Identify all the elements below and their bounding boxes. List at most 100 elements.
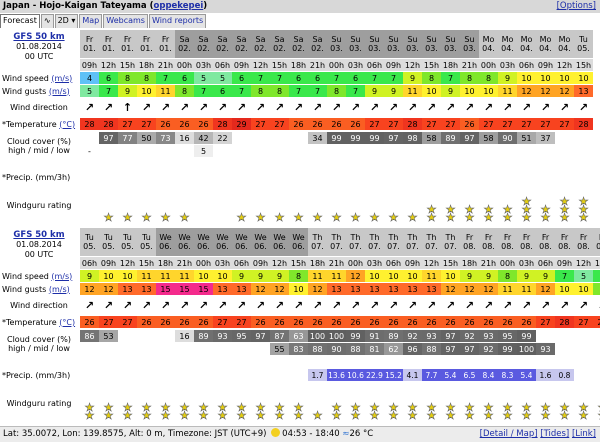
hour-cell: 06h: [365, 59, 384, 71]
hour-cell: 15h: [574, 59, 593, 71]
hour-cell: 00h: [175, 59, 194, 71]
wind-speed-cell: 11: [156, 270, 175, 282]
wind-direction-arrow-icon: ↗: [464, 100, 475, 114]
day-header: Th 07.: [384, 228, 403, 256]
precip-cell: [536, 171, 555, 183]
gust-unit-link[interactable]: (m/s): [48, 284, 70, 294]
rating-star-icon: ★: [388, 401, 399, 414]
link-link[interactable]: [Link]: [571, 429, 596, 439]
day-date: 08.: [463, 242, 476, 251]
cloud-high-cell: [555, 132, 574, 144]
rating-star-icon: ★: [331, 211, 342, 224]
wind-speed-cell: 6: [289, 72, 308, 84]
precip-cell: [99, 369, 118, 381]
day-header: Th 07.: [441, 228, 460, 256]
detail-map-link[interactable]: [Detail / Map]: [479, 429, 538, 439]
rating-star-icon: ★: [578, 195, 589, 208]
cloud-high-cell: 92: [460, 330, 479, 342]
wind-gust-cell: 15: [194, 283, 213, 295]
owner-link[interactable]: oppekepei: [153, 1, 204, 11]
wind-direction-arrow-icon: ↗: [407, 298, 418, 312]
model-link[interactable]: GFS 50 km: [13, 32, 65, 42]
day-name: Fr: [123, 35, 132, 44]
day-date: 05.: [121, 242, 134, 251]
day-name: Fr: [503, 233, 512, 242]
rating-cell: ★★: [479, 185, 498, 225]
tab-graph[interactable]: ∿: [40, 14, 54, 28]
wind-gust-cell: 12: [517, 85, 536, 97]
day-name: Th: [407, 233, 418, 242]
rating-star-icon: ★: [426, 203, 437, 216]
cloud-mid-cell: [479, 145, 498, 157]
temperature-cell: 26: [327, 316, 346, 328]
tab-webcams[interactable]: Webcams: [103, 14, 148, 28]
hour-cell: 00h: [346, 257, 365, 269]
cloud-mid-cell: [118, 145, 137, 157]
cloud-high-cell: 58: [479, 132, 498, 144]
rating-star-icon: ★: [597, 410, 600, 422]
gust-unit-link[interactable]: (m/s): [48, 86, 70, 96]
wind-direction-arrow-icon: ↗: [559, 100, 570, 114]
temperature-cell: 26: [156, 118, 175, 130]
rating-star-icon: ★: [122, 401, 133, 414]
rating-cell: ★★: [327, 383, 346, 423]
rating-star-icon: ★: [464, 211, 475, 224]
rating-star-icon: ★: [141, 211, 152, 224]
wind-speed-cell: 8: [118, 72, 137, 84]
cloud-high-cell: 50: [137, 132, 156, 144]
options-link[interactable]: [Options]: [556, 1, 596, 11]
wind-gust-cell: 10: [555, 283, 574, 295]
wind-direction-arrow-icon: ↗: [350, 100, 361, 114]
rating-star-icon: ★: [521, 211, 532, 224]
wind-direction-arrow-icon: ↗: [407, 100, 418, 114]
temperature-cell: 26: [498, 316, 517, 328]
speed-unit-link[interactable]: (m/s): [51, 271, 73, 281]
tab-forecast[interactable]: Forecast: [0, 14, 40, 28]
day-date: 03.: [368, 44, 381, 53]
sun-icon: [271, 428, 281, 437]
cloud-low-cell: [251, 158, 270, 170]
temperature-cell: 26: [327, 118, 346, 130]
wind-gust-cell: 13: [327, 283, 346, 295]
temp-unit-link[interactable]: (°C): [59, 119, 76, 129]
tides-link[interactable]: [Tides]: [540, 429, 570, 439]
run-date: 01.08.2014: [16, 42, 62, 51]
cloud-mid-cell: [99, 343, 118, 355]
cloud-low-cell: [251, 356, 270, 368]
day-date: 08.: [501, 242, 514, 251]
day-name: Fr: [599, 233, 600, 242]
day-date: 03.: [406, 44, 419, 53]
cloud-mid-cell: 97: [441, 343, 460, 355]
hour-cell: 03h: [194, 59, 213, 71]
rating-star-icon: ★: [540, 401, 551, 414]
wind-speed-cell: 9: [251, 270, 270, 282]
wind-direction-arrow-icon: ↗: [559, 298, 570, 312]
run-date: 01.08.2014: [16, 240, 62, 249]
wind-speed-cell: 7: [327, 72, 346, 84]
precip-cell: 5.4: [517, 369, 536, 381]
temp-unit-link[interactable]: (°C): [59, 317, 76, 327]
temperature-cell: 26: [156, 316, 175, 328]
rating-star-icon: ★: [217, 409, 228, 422]
wind-direction-arrow-icon: ↗: [445, 298, 456, 312]
tab-wind-reports[interactable]: Wind reports: [148, 14, 207, 28]
tab-2d[interactable]: 2D ▾: [54, 14, 79, 28]
temperature-cell: 26: [346, 316, 365, 328]
day-header: Sa 02.: [251, 30, 270, 58]
precip-cell: [137, 369, 156, 381]
day-header: Tu 05.: [574, 30, 593, 58]
cloud-high-cell: 99: [327, 132, 346, 144]
speed-unit-link[interactable]: (m/s): [51, 73, 73, 83]
wind-direction-arrow-icon: ↗: [236, 298, 247, 312]
cloud-high-cell: 93: [213, 330, 232, 342]
day-date: 02.: [216, 44, 229, 53]
cloud-mid-cell: [498, 145, 517, 157]
model-link[interactable]: GFS 50 km: [13, 230, 65, 240]
cloud-high-cell: 95: [498, 330, 517, 342]
day-header: Mo 04.: [479, 30, 498, 58]
temperature-cell: 28: [80, 118, 99, 130]
rating-cell: ★★: [441, 185, 460, 225]
tab-map[interactable]: Map: [79, 14, 103, 28]
cloud-mid-cell: 55: [270, 343, 289, 355]
